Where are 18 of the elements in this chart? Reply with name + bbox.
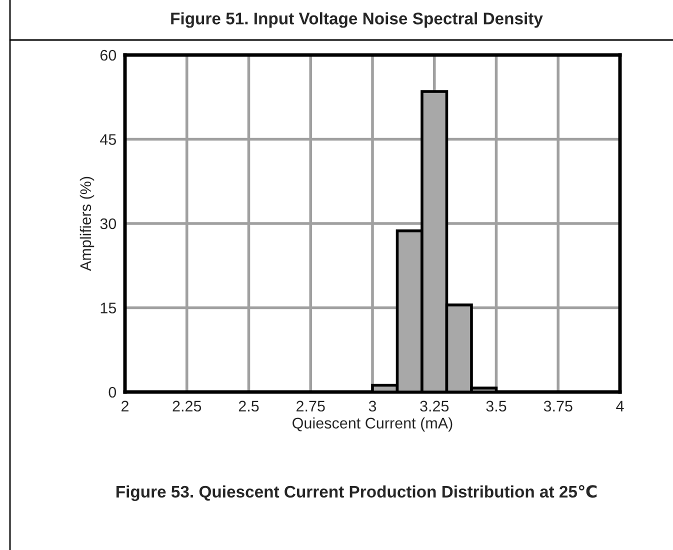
x-tick-label: 2.25 bbox=[172, 400, 202, 412]
y-tick-label: 60 bbox=[100, 50, 116, 61]
x-tick-label: 4 bbox=[616, 400, 624, 412]
chart-title: Figure 51. Input Voltage Noise Spectral Density bbox=[171, 12, 543, 28]
x-tick-label: 2 bbox=[122, 400, 128, 412]
y-axis-title: Amplifiers (%) bbox=[80, 176, 94, 271]
x-tick-label: 3.75 bbox=[544, 400, 572, 412]
x-tick-label: 3.25 bbox=[420, 400, 449, 412]
y-tick-label: 0 bbox=[108, 386, 116, 398]
y-tick-label: 30 bbox=[100, 218, 116, 230]
x-axis-title: Quiescent Current (mA) bbox=[292, 417, 452, 432]
x-tick-label: 2.75 bbox=[296, 400, 325, 412]
y-tick-label: 15 bbox=[100, 302, 116, 314]
x-tick-label: 3.5 bbox=[486, 400, 506, 412]
y-tick-label: 45 bbox=[100, 134, 116, 145]
x-tick-label: 3 bbox=[368, 400, 376, 412]
x-tick-label: 2.5 bbox=[238, 400, 259, 412]
caption: Figure 53. Quiescent Current Production Distribution at 25℃ bbox=[116, 484, 597, 502]
